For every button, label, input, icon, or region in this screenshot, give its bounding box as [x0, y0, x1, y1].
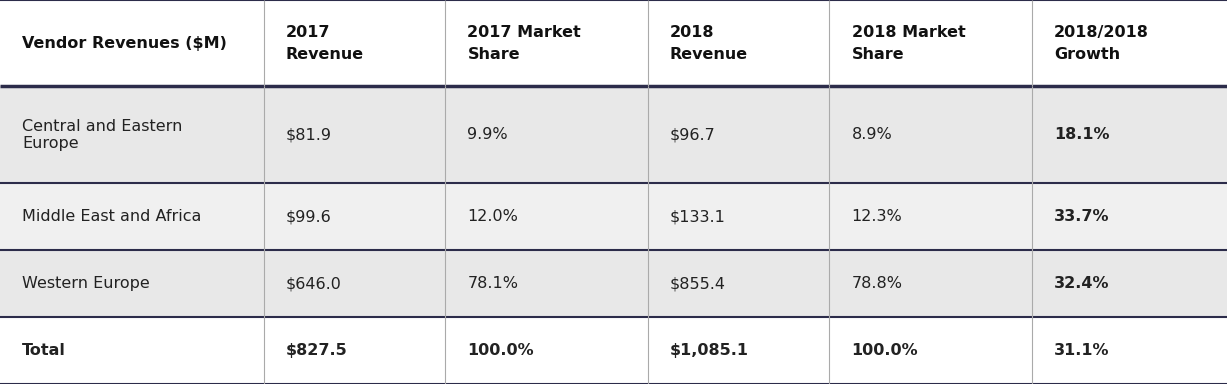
Text: 12.3%: 12.3%	[852, 209, 902, 224]
Text: 2018 Market
Share: 2018 Market Share	[852, 25, 966, 62]
Text: 2018
Revenue: 2018 Revenue	[670, 25, 748, 62]
Text: $827.5: $827.5	[286, 343, 347, 358]
Bar	[0, 250, 1227, 317]
Bar	[0, 184, 1227, 250]
Text: $1,085.1: $1,085.1	[670, 343, 748, 358]
Text: 9.9%: 9.9%	[467, 127, 508, 142]
Text: 12.0%: 12.0%	[467, 209, 518, 224]
Text: $646.0: $646.0	[286, 276, 342, 291]
Bar	[0, 0, 1227, 86]
Text: 18.1%: 18.1%	[1054, 127, 1109, 142]
Text: $96.7: $96.7	[670, 127, 715, 142]
Text: $99.6: $99.6	[286, 209, 331, 224]
Text: 31.1%: 31.1%	[1054, 343, 1109, 358]
Text: Western Europe: Western Europe	[22, 276, 150, 291]
Text: 32.4%: 32.4%	[1054, 276, 1109, 291]
Text: $81.9: $81.9	[286, 127, 331, 142]
Text: 100.0%: 100.0%	[852, 343, 918, 358]
Text: $133.1: $133.1	[670, 209, 726, 224]
Text: Total: Total	[22, 343, 66, 358]
Text: Middle East and Africa: Middle East and Africa	[22, 209, 201, 224]
Text: 8.9%: 8.9%	[852, 127, 892, 142]
Text: 33.7%: 33.7%	[1054, 209, 1109, 224]
Text: 2017
Revenue: 2017 Revenue	[286, 25, 364, 62]
Text: $855.4: $855.4	[670, 276, 726, 291]
Text: 78.1%: 78.1%	[467, 276, 519, 291]
Text: Central and Eastern
Europe: Central and Eastern Europe	[22, 119, 183, 151]
Bar	[0, 86, 1227, 184]
Bar	[0, 317, 1227, 384]
Text: 2018/2018
Growth: 2018/2018 Growth	[1054, 25, 1148, 62]
Text: Vendor Revenues ($M): Vendor Revenues ($M)	[22, 36, 227, 51]
Text: 78.8%: 78.8%	[852, 276, 903, 291]
Text: 2017 Market
Share: 2017 Market Share	[467, 25, 582, 62]
Text: 100.0%: 100.0%	[467, 343, 534, 358]
